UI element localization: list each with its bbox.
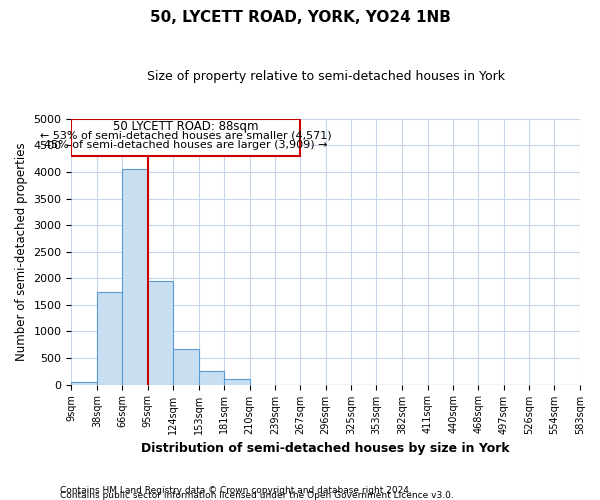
Bar — [71, 382, 97, 384]
Text: 50, LYCETT ROAD, YORK, YO24 1NB: 50, LYCETT ROAD, YORK, YO24 1NB — [149, 10, 451, 25]
Text: 50 LYCETT ROAD: 88sqm: 50 LYCETT ROAD: 88sqm — [113, 120, 259, 133]
Text: 45% of semi-detached houses are larger (3,909) →: 45% of semi-detached houses are larger (… — [44, 140, 328, 150]
Y-axis label: Number of semi-detached properties: Number of semi-detached properties — [15, 142, 28, 361]
Text: ← 53% of semi-detached houses are smaller (4,571): ← 53% of semi-detached houses are smalle… — [40, 131, 332, 141]
X-axis label: Distribution of semi-detached houses by size in York: Distribution of semi-detached houses by … — [142, 442, 510, 455]
Bar — [173, 350, 199, 384]
Bar — [199, 372, 224, 384]
FancyBboxPatch shape — [71, 119, 300, 156]
Text: Contains HM Land Registry data © Crown copyright and database right 2024.: Contains HM Land Registry data © Crown c… — [60, 486, 412, 495]
Bar — [224, 380, 250, 384]
Text: Contains public sector information licensed under the Open Government Licence v3: Contains public sector information licen… — [60, 491, 454, 500]
Bar — [122, 170, 148, 384]
Bar — [97, 292, 122, 384]
Bar — [148, 281, 173, 384]
Title: Size of property relative to semi-detached houses in York: Size of property relative to semi-detach… — [147, 70, 505, 83]
